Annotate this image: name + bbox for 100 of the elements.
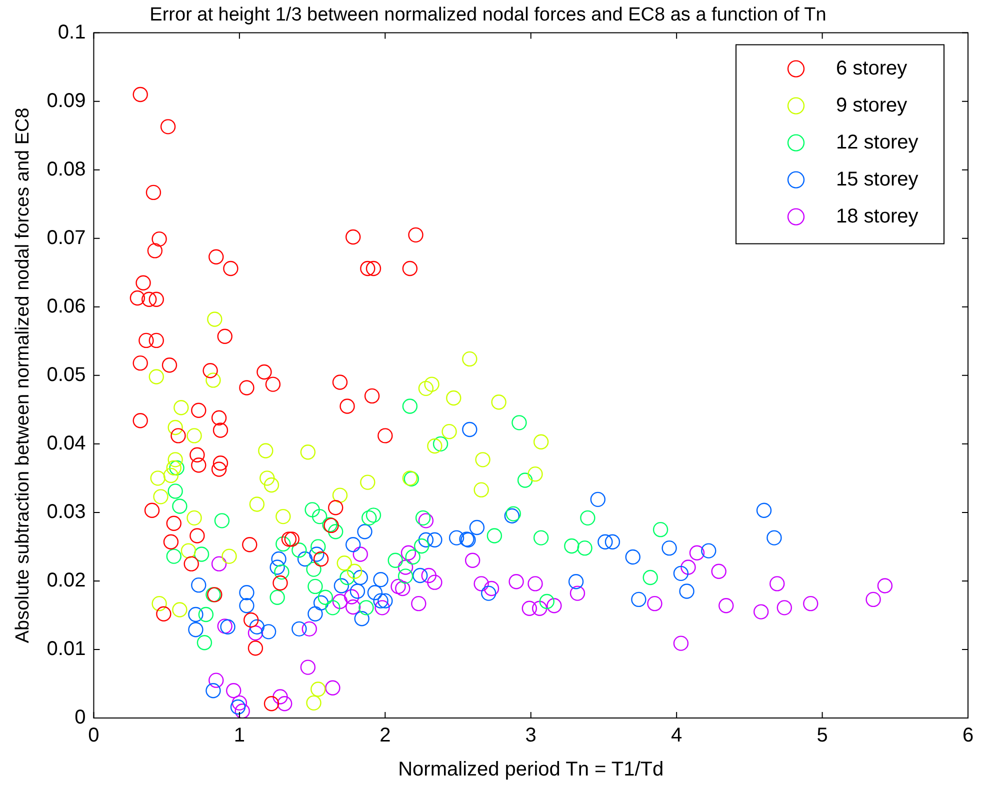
point [345,537,361,552]
point [340,398,355,414]
point [318,590,334,606]
point [427,438,442,454]
point [260,470,275,486]
point [297,551,313,567]
point [491,394,506,410]
point [313,595,329,610]
point [190,528,205,544]
point [217,328,232,344]
point [528,466,543,482]
point [163,468,179,484]
point [166,516,182,532]
point [258,443,274,458]
point [366,508,382,523]
point [642,570,658,586]
point [272,689,288,704]
point [191,458,206,473]
point [180,543,196,558]
point [332,488,348,503]
chart-title: Error at height 1/3 between normalized nodal forces and EC8 as a function of Tn [150,4,826,26]
point [172,602,188,618]
point [522,600,538,616]
point [360,260,376,276]
point [405,549,420,565]
x-tick-label: 1 [234,724,245,747]
point [877,578,893,594]
point [308,606,323,622]
point [222,548,237,564]
point [202,363,218,378]
point [358,600,374,616]
x-tick-label: 5 [816,724,828,747]
point [484,580,500,596]
point [711,564,726,579]
point [770,576,785,592]
point [163,534,179,550]
point [325,600,340,616]
point [398,568,414,584]
point [276,536,291,552]
point [718,598,734,614]
point [803,596,818,612]
point [508,574,524,590]
legend-label: 9 storey [836,94,908,116]
point [310,682,326,697]
point [412,568,428,584]
x-axis-title: Normalized period Tn = T1/Td [398,758,664,781]
point [208,672,224,688]
y-tick-label: 0.06 [46,295,86,318]
point [168,452,183,468]
point [234,704,250,718]
point [239,380,254,396]
point [415,510,431,526]
y-tick-label: 0.1 [58,21,86,44]
point [366,260,382,276]
point [274,564,290,580]
point [138,332,154,348]
point [141,292,157,307]
point [272,575,288,591]
point [400,545,416,560]
point [631,592,646,608]
point [334,578,350,594]
point [132,355,148,371]
point [374,600,390,616]
point [188,606,204,622]
point [313,551,329,567]
point [186,510,202,526]
point [208,249,224,264]
point [239,585,254,600]
point [345,599,361,615]
point [211,410,227,426]
point [474,482,489,498]
point [402,260,418,276]
point [512,415,527,430]
point [302,621,317,637]
point [564,538,580,554]
point [168,420,183,436]
point [414,538,430,554]
x-tick-label: 4 [671,724,682,747]
legend-label: 18 storey [836,205,918,228]
point [652,522,668,538]
point [328,524,344,540]
point [217,618,232,634]
point [310,539,326,554]
point [292,621,307,637]
point [168,484,183,499]
point [312,508,328,524]
point [206,372,221,388]
y-tick-label: 0.01 [46,638,86,660]
x-tick-label: 2 [380,724,391,747]
point [442,424,457,440]
point [533,434,549,450]
point [162,358,178,373]
point [577,540,592,556]
point [448,530,464,546]
point [398,560,414,575]
point [866,592,881,608]
point [357,524,372,540]
point [184,556,199,572]
point [388,552,403,568]
point [604,534,620,550]
